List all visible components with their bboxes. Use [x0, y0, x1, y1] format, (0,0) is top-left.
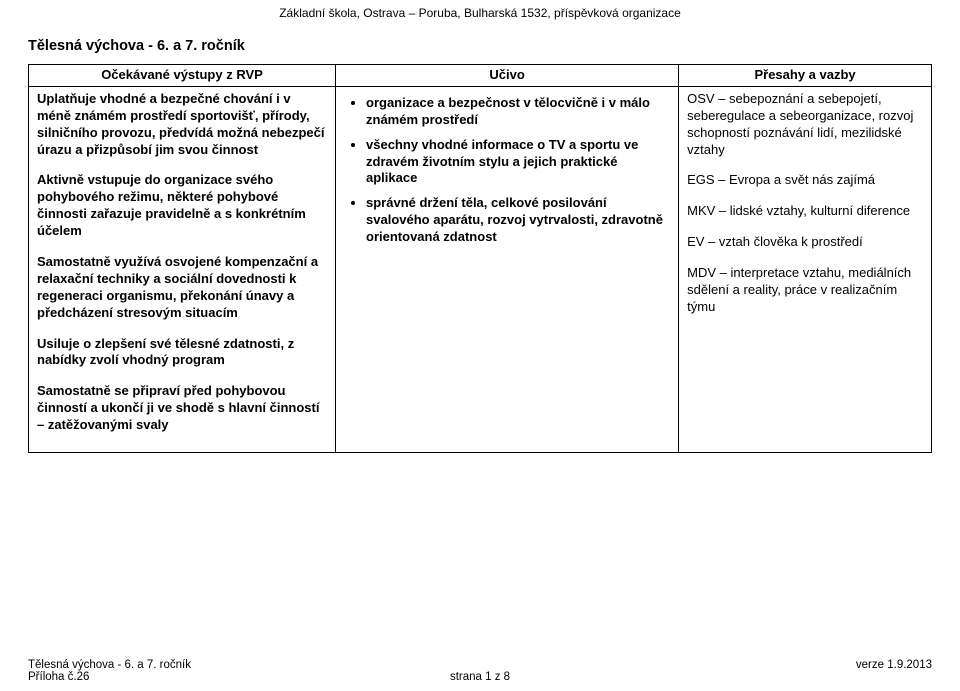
- presahy-p5: MDV – interpretace vztahu, mediálních sd…: [687, 265, 923, 316]
- ucivo-list: organizace a bezpečnost v tělocvičně i v…: [344, 95, 670, 246]
- footer-left-1: Tělesná výchova - 6. a 7. ročník: [28, 659, 191, 671]
- col-header-presahy: Přesahy a vazby: [679, 65, 932, 87]
- vystupy-p3: Samostatně využívá osvojené kompenzační …: [37, 254, 327, 322]
- presahy-p4: EV – vztah člověka k prostředí: [687, 234, 923, 251]
- vystupy-p1: Uplatňuje vhodné a bezpečné chování i v …: [37, 91, 327, 159]
- page-footer: Tělesná výchova - 6. a 7. ročník verze 1…: [28, 659, 932, 683]
- table-container: Očekávané výstupy z RVP Učivo Přesahy a …: [0, 54, 960, 453]
- page-title: Tělesná výchova - 6. a 7. ročník: [0, 20, 960, 54]
- table-header-row: Očekávané výstupy z RVP Učivo Přesahy a …: [29, 65, 932, 87]
- vystupy-p4: Usiluje o zlepšení své tělesné zdatnosti…: [37, 336, 327, 370]
- ucivo-item: organizace a bezpečnost v tělocvičně i v…: [366, 95, 670, 129]
- ucivo-item: všechny vhodné informace o TV a sportu v…: [366, 137, 670, 188]
- presahy-p2: EGS – Evropa a svět nás zajímá: [687, 172, 923, 189]
- col-header-ucivo: Učivo: [336, 65, 679, 87]
- footer-left-2: Příloha č.26: [28, 671, 89, 683]
- col-header-vystupy: Očekávané výstupy z RVP: [29, 65, 336, 87]
- cell-vystupy: Uplatňuje vhodné a bezpečné chování i v …: [29, 86, 336, 452]
- table-row: Uplatňuje vhodné a bezpečné chování i v …: [29, 86, 932, 452]
- footer-right: verze 1.9.2013: [856, 659, 932, 671]
- vystupy-p2: Aktivně vstupuje do organizace svého poh…: [37, 172, 327, 240]
- school-header: Základní škola, Ostrava – Poruba, Bulhar…: [0, 0, 960, 20]
- cell-ucivo: organizace a bezpečnost v tělocvičně i v…: [336, 86, 679, 452]
- footer-center: strana 1 z 8: [450, 671, 510, 683]
- cell-presahy: OSV – sebepoznání a sebepojetí, seberegu…: [679, 86, 932, 452]
- vystupy-p5: Samostatně se připraví před pohybovou či…: [37, 383, 327, 434]
- presahy-p1: OSV – sebepoznání a sebepojetí, seberegu…: [687, 91, 923, 159]
- curriculum-table: Očekávané výstupy z RVP Učivo Přesahy a …: [28, 64, 932, 453]
- ucivo-item: správné držení těla, celkové posilování …: [366, 195, 670, 246]
- presahy-p3: MKV – lidské vztahy, kulturní diference: [687, 203, 923, 220]
